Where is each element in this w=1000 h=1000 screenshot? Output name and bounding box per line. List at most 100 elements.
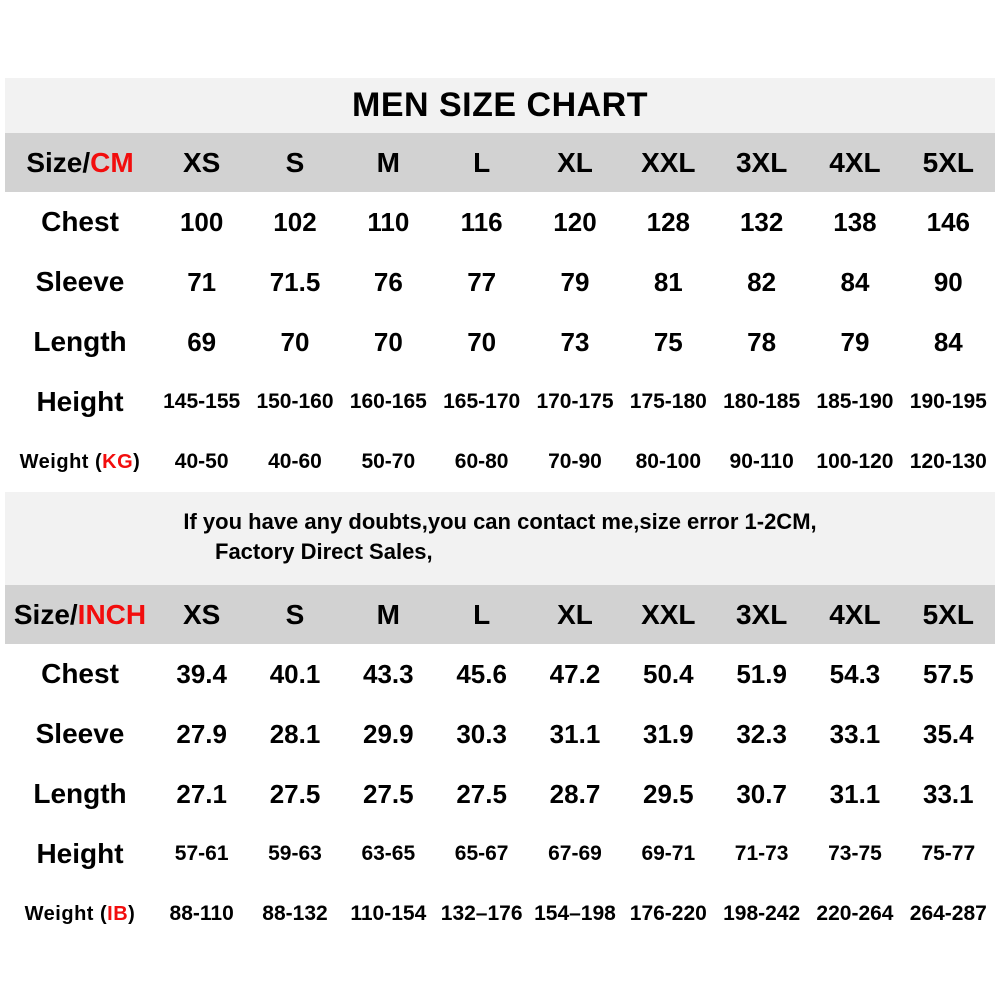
measurement-value: 160-165	[349, 390, 427, 413]
measurement-value: 27.5	[269, 778, 321, 809]
label-text: Chest	[41, 206, 119, 237]
measurement-value: 88-110	[169, 902, 234, 925]
measurement-label: Sleeve	[5, 252, 155, 312]
measurement-value: 71	[187, 266, 217, 297]
label-text: Sleeve	[35, 718, 125, 749]
measurement-value: 33.1	[829, 718, 881, 749]
measurement-value: 59-63	[268, 842, 322, 865]
size-column-header: 5XL	[922, 146, 974, 178]
measurement-value: 198-242	[723, 902, 801, 925]
measurement-value: 132–176	[440, 902, 523, 925]
label-text: Size/	[13, 598, 78, 630]
measurement-value: 75	[653, 326, 683, 357]
measurement-value: 30.7	[736, 778, 787, 809]
measurement-label: Length	[5, 312, 155, 372]
size-column-header: 4XL	[829, 146, 881, 178]
measurement-label: Length	[5, 764, 155, 824]
measurement-value: 50-70	[361, 450, 416, 473]
measurement-value: 70	[280, 326, 310, 357]
page-title: MEN SIZE CHART	[352, 86, 648, 124]
measurement-row: Weight (IB) 88-110 88-132 110-154 132–176 154…	[5, 884, 995, 944]
measurement-value: 70-90	[548, 450, 602, 473]
measurement-value: 33.1	[923, 778, 974, 809]
measurement-value: 45.6	[456, 658, 507, 689]
size-column-header: S	[285, 598, 305, 630]
unit-text: IB	[107, 902, 129, 925]
measurement-value: 31.1	[829, 778, 881, 809]
measurement-value: 29.9	[363, 718, 414, 749]
measurement-value: 29.5	[643, 778, 694, 809]
measurement-value: 69	[187, 326, 217, 357]
label-text: Sleeve	[35, 266, 125, 297]
size-column-header: XL	[557, 146, 593, 178]
title-band: MEN SIZE CHART	[5, 78, 995, 133]
note-line-contact: If you have any doubts,you can contact m…	[183, 509, 817, 534]
measurement-row: Length 27.1 27.5 27.5 27.5 28.7 29.5 30.7 31.1 33…	[5, 764, 995, 824]
unit-text: INCH	[77, 598, 147, 630]
measurement-value: 80-100	[635, 450, 701, 473]
measurement-value: 27.5	[456, 778, 507, 809]
measurement-label: Weight (IB)	[5, 884, 155, 944]
size-column-header: XS	[182, 146, 221, 178]
size-chart-sheet: MEN SIZE CHART Size/CM XS S M L XL XXL 3XL 4XL 5X…	[5, 78, 995, 944]
size-column-header: M	[376, 146, 400, 178]
measurement-value: 120-130	[909, 450, 987, 473]
measurement-value: 110-154	[350, 902, 427, 925]
label-text: Height	[36, 386, 124, 417]
measurement-value: 47.2	[549, 658, 601, 689]
measurement-row: Chest 100 102 110 116 120 128 132 138 146	[5, 192, 995, 252]
measurement-value: 180-185	[723, 390, 801, 413]
measurement-value: 31.1	[549, 718, 601, 749]
measurement-value: 78	[747, 326, 777, 357]
size-column-header: 3XL	[735, 598, 788, 630]
measurement-value: 165-170	[443, 390, 521, 413]
measurement-value: 30.3	[456, 718, 507, 749]
note-line-factory: Factory Direct Sales,	[215, 539, 433, 564]
size-column-header: XL	[557, 598, 593, 630]
size-column-header: XXL	[641, 146, 696, 178]
measurement-value: 84	[840, 266, 870, 297]
measurement-value: 31.9	[643, 718, 694, 749]
measurement-value: 132	[739, 206, 784, 237]
size-column-header: S	[285, 146, 305, 178]
measurement-value: 69-71	[641, 842, 696, 865]
measurement-value: 79	[560, 266, 590, 297]
measurement-label: Chest	[5, 192, 155, 252]
measurement-value: 51.9	[736, 658, 787, 689]
measurement-value: 76	[373, 266, 403, 297]
measurement-value: 71-73	[734, 842, 789, 865]
note-band: If you have any doubts,you can contact m…	[5, 492, 995, 585]
label-text: Height	[36, 838, 124, 869]
measurement-label: Height	[5, 372, 155, 432]
measurement-value: 27.9	[176, 718, 227, 749]
measurement-value: 116	[460, 206, 503, 237]
measurement-row: Sleeve 27.9 28.1 29.9 30.3 31.1 31.9 32.3 33.1 35…	[5, 704, 995, 764]
size-column-header: 4XL	[829, 598, 881, 630]
measurement-value: 39.4	[176, 658, 227, 689]
size-unit-header: Size/CM	[5, 133, 155, 192]
label-text: Chest	[41, 658, 119, 689]
measurement-value: 57.5	[923, 658, 974, 689]
measurement-value: 100-120	[816, 450, 894, 473]
measurement-value: 77	[467, 266, 497, 297]
measurement-label: Height	[5, 824, 155, 884]
measurement-value: 145-155	[163, 390, 241, 413]
measurement-value: 110	[367, 206, 410, 237]
measurement-value: 40-50	[174, 450, 229, 473]
measurement-value: 73-75	[828, 842, 882, 865]
measurement-value: 128	[646, 206, 690, 237]
measurement-value: 71.5	[269, 266, 321, 297]
measurement-value: 28.1	[269, 718, 321, 749]
size-column-header: XXL	[641, 598, 696, 630]
measurement-value: 88-132	[262, 902, 328, 925]
label-text: Weight (	[19, 450, 103, 473]
size-unit-header: Size/INCH	[5, 585, 155, 644]
measurement-value: 176-220	[629, 902, 707, 925]
size-header-row: Size/INCH XS S M L XL XXL 3XL 4XL 5XL	[5, 585, 995, 644]
measurement-value: 57-61	[174, 842, 229, 865]
measurement-value: 82	[747, 266, 777, 297]
measurement-row: Chest 39.4 40.1 43.3 45.6 47.2 50.4 51.9 54.3 57.…	[5, 644, 995, 704]
label-text: Length	[33, 326, 127, 357]
measurement-value: 40-60	[268, 450, 322, 473]
measurement-value: 190-195	[909, 390, 987, 413]
